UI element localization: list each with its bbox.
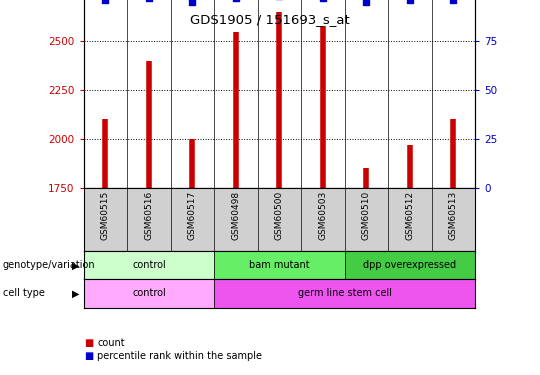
Text: ■: ■ — [84, 351, 93, 361]
Text: GSM60512: GSM60512 — [406, 190, 415, 240]
Text: bam mutant: bam mutant — [249, 260, 310, 270]
Text: genotype/variation: genotype/variation — [3, 260, 96, 270]
Point — [145, 0, 153, 2]
Text: GSM60516: GSM60516 — [145, 190, 153, 240]
Bar — [84, 251, 214, 279]
Text: GSM60498: GSM60498 — [232, 190, 240, 240]
Text: GSM60515: GSM60515 — [101, 190, 110, 240]
Text: ▶: ▶ — [72, 288, 79, 298]
Bar — [214, 279, 475, 308]
Text: GSM60513: GSM60513 — [449, 190, 458, 240]
Point — [232, 0, 240, 2]
Text: control: control — [132, 288, 166, 298]
Text: GSM60517: GSM60517 — [188, 190, 197, 240]
Text: control: control — [132, 260, 166, 270]
Bar — [345, 251, 475, 279]
Text: GSM60500: GSM60500 — [275, 190, 284, 240]
Point — [449, 0, 458, 3]
Point — [319, 0, 327, 2]
Text: germ line stem cell: germ line stem cell — [298, 288, 392, 298]
Text: count: count — [97, 338, 125, 348]
Bar — [214, 251, 345, 279]
Text: GSM60510: GSM60510 — [362, 190, 371, 240]
Point — [406, 0, 414, 3]
Text: ▶: ▶ — [72, 260, 79, 270]
Text: GSM60503: GSM60503 — [319, 190, 327, 240]
Text: cell type: cell type — [3, 288, 45, 298]
Text: percentile rank within the sample: percentile rank within the sample — [97, 351, 262, 361]
Point — [362, 0, 371, 5]
Text: ■: ■ — [84, 338, 93, 348]
Text: GDS1905 / 151693_s_at: GDS1905 / 151693_s_at — [190, 13, 350, 26]
Bar — [84, 279, 214, 308]
Text: dpp overexpressed: dpp overexpressed — [363, 260, 456, 270]
Point — [101, 0, 110, 3]
Point — [188, 0, 197, 5]
